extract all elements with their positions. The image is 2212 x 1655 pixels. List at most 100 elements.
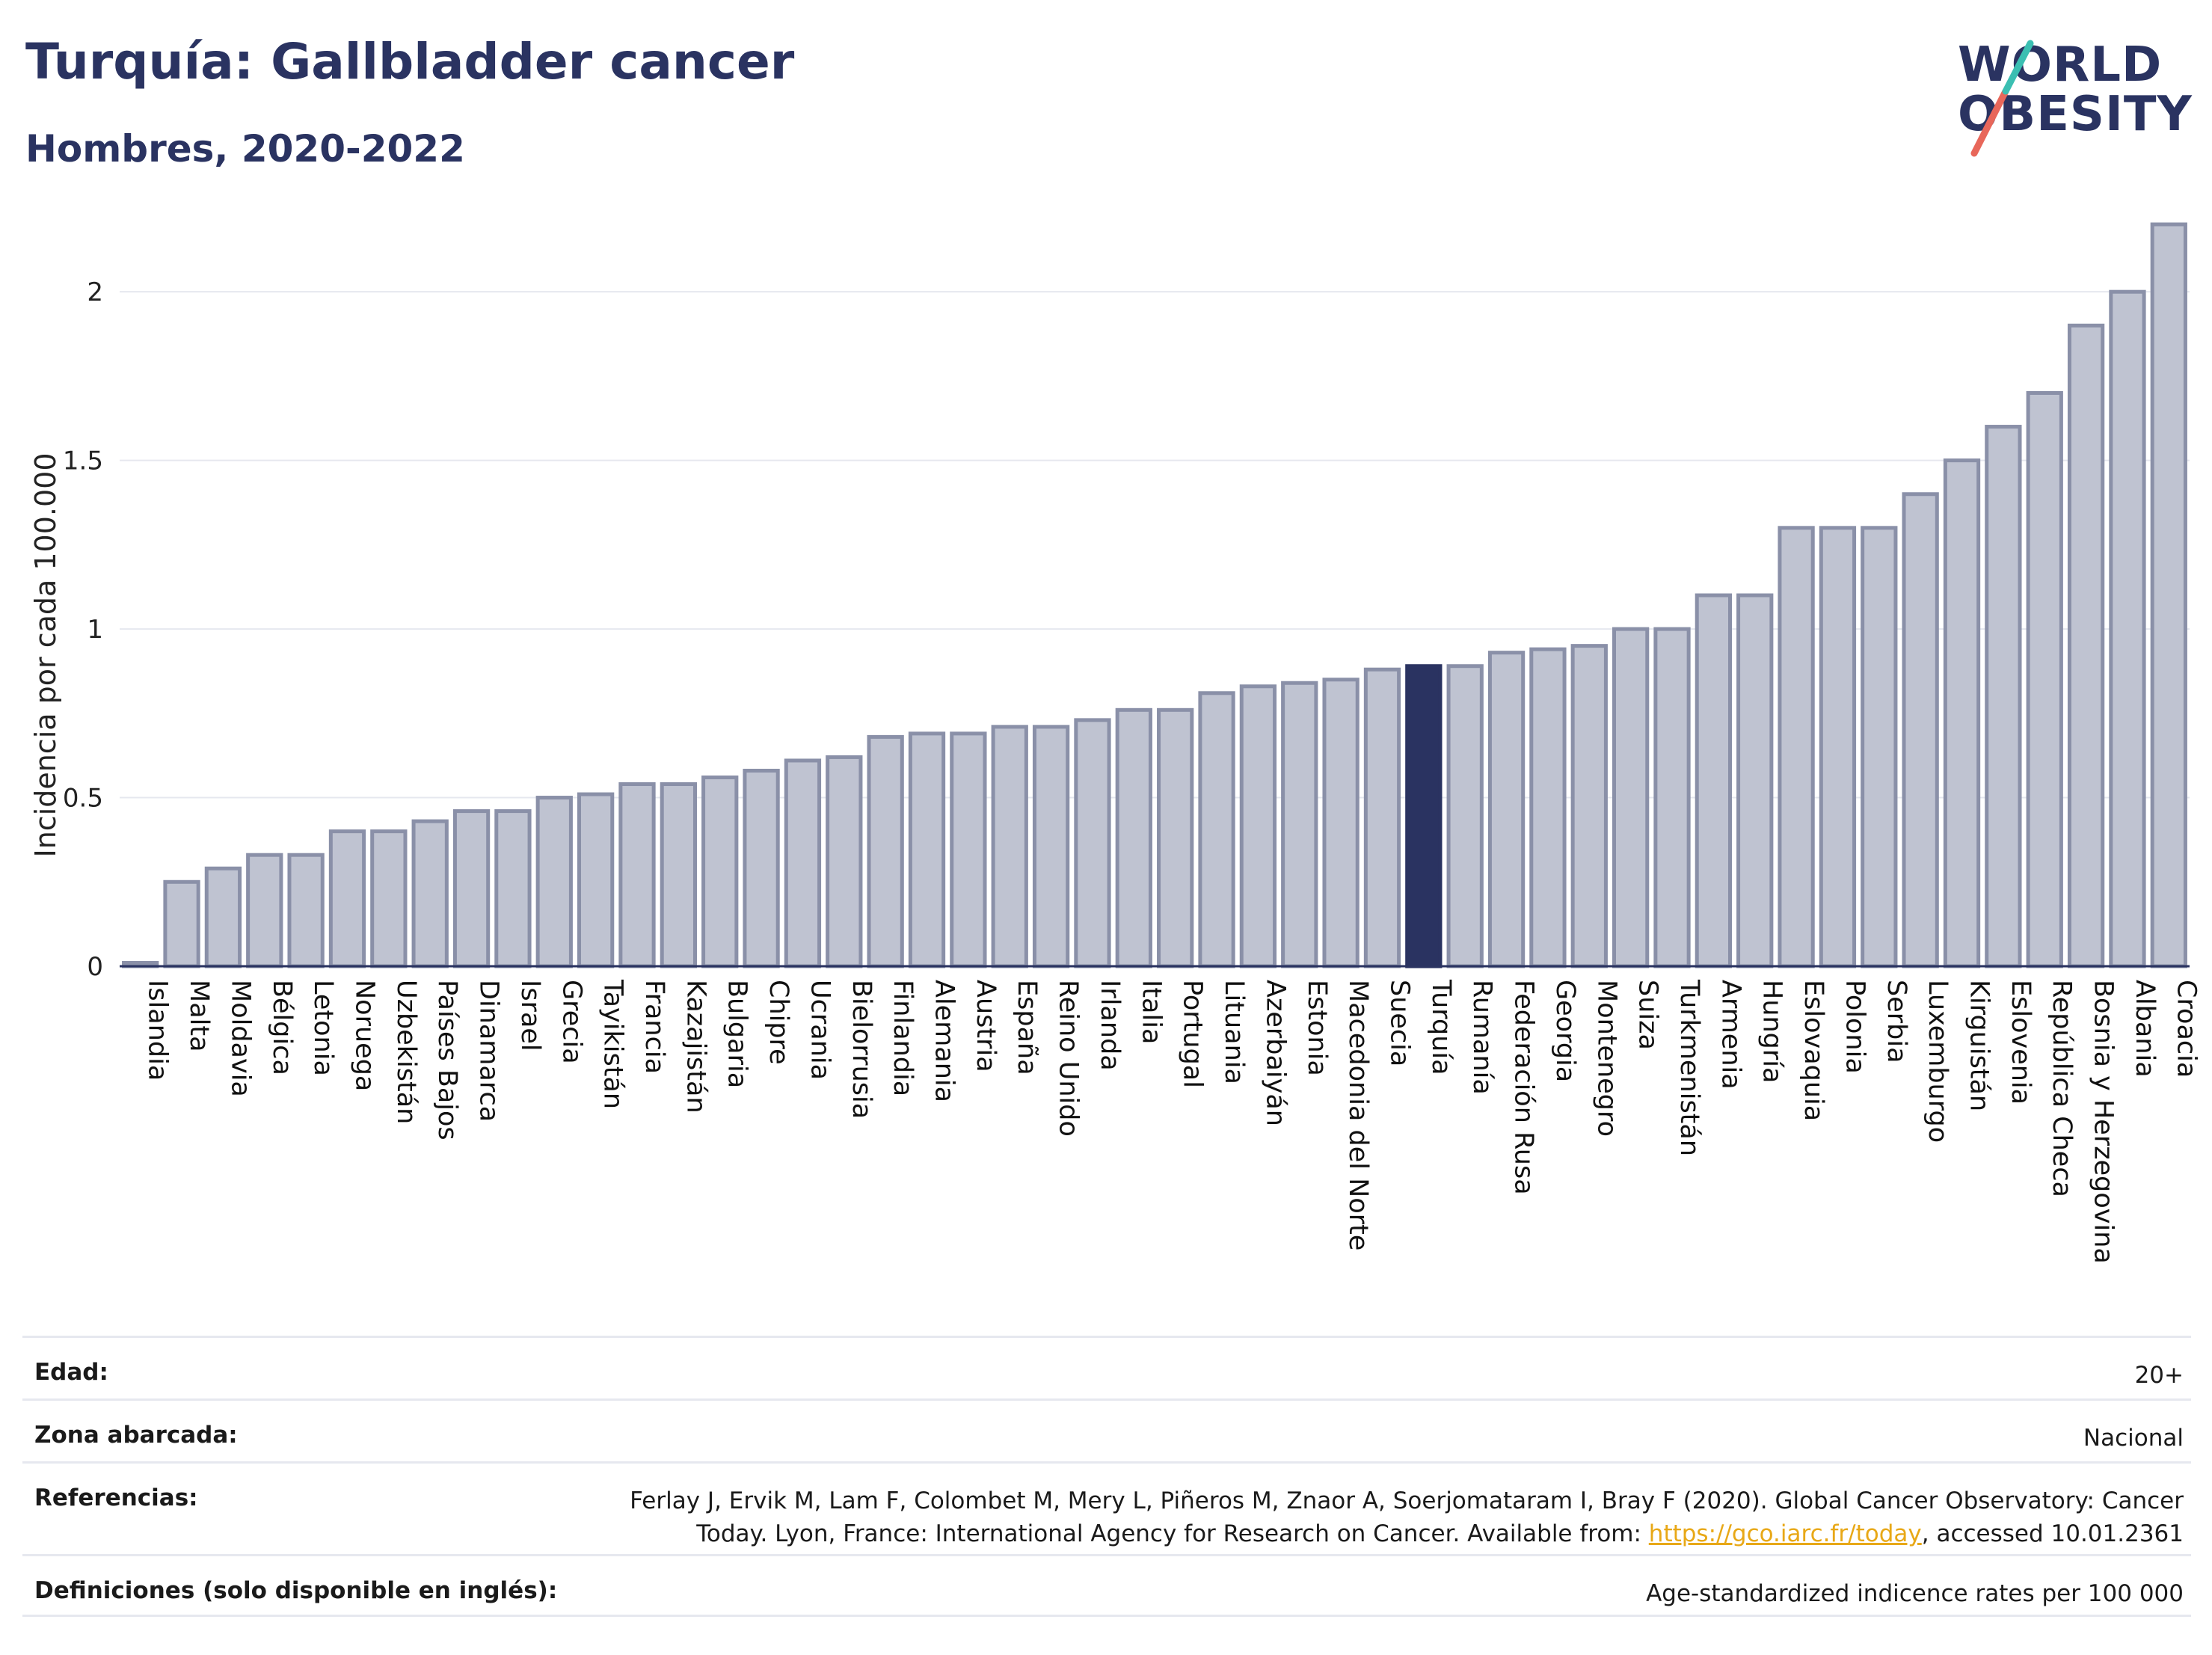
- bar: [1157, 707, 1194, 968]
- x-tick-label: Kazajistán: [681, 980, 710, 1114]
- bar: [246, 853, 283, 968]
- info-table: Edad: 20+ Zona abarcada: Nacional Refere…: [22, 1336, 2191, 1617]
- x-tick-label: Turquía: [1426, 979, 1456, 1075]
- x-tick-label: Malta: [184, 980, 214, 1052]
- x-tick-label: Lituania: [1219, 980, 1249, 1084]
- definitions-label: Definiciones (solo disponible en inglés)…: [34, 1577, 558, 1604]
- bar: [577, 792, 615, 968]
- bar: [908, 731, 946, 968]
- bar: [1115, 707, 1152, 968]
- bar: [784, 758, 822, 968]
- zone-label: Zona abarcada:: [34, 1422, 238, 1449]
- bar: [535, 796, 573, 968]
- bar: [1363, 667, 1401, 968]
- bar: [1985, 425, 2022, 968]
- x-tick-label: Finlandia: [888, 980, 918, 1096]
- x-tick-label: Rumanía: [1467, 980, 1497, 1095]
- bar: [1819, 526, 1857, 968]
- bar: [660, 782, 698, 968]
- x-tick-label: Armenia: [1715, 980, 1745, 1090]
- x-tick-label: Bulgaria: [722, 980, 752, 1088]
- references-line-1: Ferlay J, Ervik M, Lam F, Colombet M, Me…: [630, 1487, 2184, 1514]
- bar: [1487, 651, 1526, 968]
- x-tick-label: Macedonia del Norte: [1343, 980, 1373, 1250]
- x-tick-label: Bélgica: [267, 980, 297, 1075]
- info-row-zone: Zona abarcada: Nacional: [22, 1398, 2191, 1461]
- references-line-2: Today. Lyon, France: International Agenc…: [696, 1520, 1649, 1547]
- references-link[interactable]: https://gco.iarc.fr/today: [1648, 1520, 1922, 1547]
- bar: [701, 775, 739, 968]
- x-tick-label: Estonia: [1302, 980, 1332, 1076]
- y-tick-label: 2: [87, 277, 103, 307]
- chart-subtitle: Hombres, 2020-2022: [25, 127, 465, 171]
- x-tick-label: Ucrania: [805, 980, 835, 1080]
- bar: [2150, 222, 2187, 968]
- references-label: Referencias:: [34, 1484, 198, 1511]
- age-label: Edad:: [34, 1359, 108, 1386]
- x-tick-label: Moldavia: [225, 980, 255, 1097]
- bar: [1902, 492, 1939, 968]
- x-tick-label: Francia: [639, 980, 669, 1074]
- y-tick-label: 1: [87, 615, 103, 645]
- bar: [1736, 593, 1774, 968]
- x-tick-label: Albania: [2130, 980, 2160, 1078]
- x-tick-label: Reino Unido: [1054, 980, 1084, 1137]
- x-tick-label: Letonia: [308, 980, 338, 1076]
- x-tick-label: República Checa: [2047, 980, 2077, 1197]
- x-tick-label: Suiza: [1633, 980, 1663, 1050]
- x-tick-label: Italia: [1136, 980, 1166, 1044]
- x-tick-label: Georgia: [1550, 980, 1580, 1082]
- x-tick-label: Austria: [971, 980, 1001, 1072]
- logo-line-world: WORLD: [1958, 37, 2163, 93]
- bar: [1612, 627, 1650, 968]
- bar: [1198, 691, 1235, 968]
- chart-title: Turquía: Gallbladder cancer: [25, 33, 795, 90]
- x-tick-label: Bielorrusia: [847, 980, 876, 1119]
- logo-slash-icon: [1970, 40, 2034, 157]
- x-tick-label: Federación Rusa: [1509, 980, 1539, 1195]
- bar: [1529, 647, 1567, 968]
- zone-value: Nacional: [2083, 1425, 2184, 1452]
- bar: [826, 755, 863, 968]
- bar: [1446, 664, 1484, 968]
- x-tick-label: Islandia: [143, 980, 173, 1081]
- x-tick-label: Países Bajos: [432, 980, 462, 1140]
- x-tick-label: Tayikistán: [598, 979, 628, 1109]
- bar: [618, 782, 656, 968]
- references-value: Ferlay J, Ervik M, Lam F, Colombet M, Me…: [630, 1484, 2184, 1550]
- x-tick-label: Israel: [515, 980, 545, 1051]
- info-row-age: Edad: 20+: [22, 1336, 2191, 1398]
- age-value: 20+: [2134, 1362, 2184, 1389]
- x-tick-label: Grecia: [556, 980, 586, 1064]
- info-row-references: Referencias: Ferlay J, Ervik M, Lam F, C…: [22, 1461, 2191, 1554]
- x-tick-label: Azerbaiyán: [1260, 980, 1290, 1126]
- bar: [2026, 390, 2063, 968]
- x-tick-label: Polonia: [1840, 980, 1870, 1074]
- x-tick-label: Eslovenia: [2006, 980, 2036, 1105]
- bar: [950, 731, 987, 968]
- info-row-definitions: Definiciones (solo disponible en inglés)…: [22, 1554, 2191, 1617]
- x-tick-label: Eslovaquia: [1798, 980, 1828, 1121]
- bar: [1239, 684, 1277, 968]
- x-tick-label: Turkmenistán: [1674, 979, 1704, 1156]
- bar: [1861, 526, 1898, 968]
- x-tick-label: España: [1012, 980, 1042, 1075]
- x-tick-label: Hungría: [1757, 980, 1787, 1083]
- x-tick-label: Croacia: [2171, 980, 2201, 1078]
- y-tick-label: 0.5: [63, 784, 103, 814]
- y-tick-label: 0: [87, 952, 103, 982]
- bar: [1778, 526, 1815, 968]
- world-obesity-logo: WORLD OBESITY: [1944, 30, 2199, 157]
- bar: [1570, 644, 1608, 968]
- x-tick-label: Kirguistán: [1964, 980, 1994, 1111]
- x-tick-label: Uzbekistán: [391, 980, 421, 1124]
- bar: [411, 819, 449, 968]
- references-line-2-end: , accessed 10.01.2361: [1921, 1520, 2184, 1547]
- x-tick-label: Portugal: [1178, 980, 1208, 1088]
- bar: [452, 809, 491, 968]
- bar: [743, 768, 780, 968]
- x-tick-label: Serbia: [1881, 980, 1911, 1063]
- bar: [867, 734, 904, 968]
- bar-chart: 0 0.5 1 1.5 2 Incidencia por cada 100.000 Isla…: [29, 222, 2201, 1264]
- x-tick-label: Luxemburgo: [1923, 980, 1953, 1143]
